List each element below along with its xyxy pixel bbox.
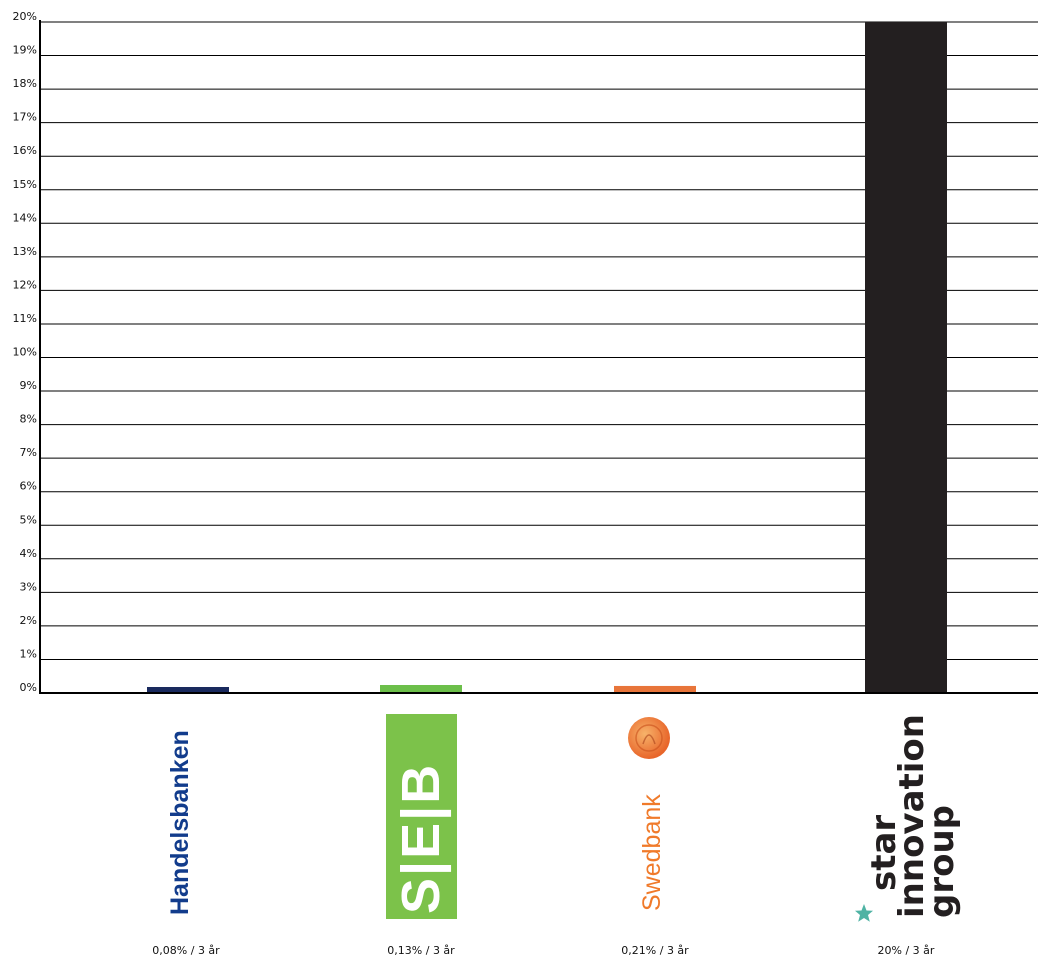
y-tick-label: 2%	[20, 614, 37, 627]
y-tick-label: 18%	[13, 77, 37, 90]
bar-star-innovation-group	[865, 22, 947, 693]
handelsbanken-logo: Handelsbanken	[160, 712, 200, 917]
y-tick-label: 6%	[20, 480, 37, 493]
y-tick-label: 15%	[13, 178, 37, 191]
y-tick-label: 11%	[13, 312, 37, 325]
y-tick-label: 9%	[20, 379, 37, 392]
y-tick-label: 13%	[13, 245, 37, 258]
swedbank-oak-icon	[628, 717, 670, 759]
y-tick-label: 16%	[13, 144, 37, 157]
swedbank-logo-text: Swedbank	[638, 794, 666, 911]
y-tick-label: 4%	[20, 547, 37, 560]
caption-seb: 0,13% / 3 år	[387, 944, 455, 957]
seb-logo-text: S|E|B	[391, 762, 451, 914]
y-axis-ticks: 0% 1% 2% 3% 4% 5% 6% 7% 8% 9% 10% 11% 12% 13% 14% 15% 16…	[13, 10, 37, 694]
caption-swedbank: 0,21% / 3 år	[621, 944, 689, 957]
star-icon	[855, 904, 873, 922]
y-tick-label: 17%	[13, 111, 37, 124]
star-innovation-group-logo: star innovation group	[852, 708, 962, 923]
y-tick-label: 1%	[20, 647, 37, 660]
y-tick-label: 3%	[20, 580, 37, 593]
star-logo-line-3: group	[922, 804, 962, 918]
handelsbanken-logo-text: Handelsbanken	[166, 730, 194, 915]
seb-logo: S|E|B	[386, 714, 457, 919]
caption-handelsbanken: 0,08% / 3 år	[152, 944, 220, 957]
y-tick-label: 5%	[20, 513, 37, 526]
y-tick-label: 10%	[13, 346, 37, 359]
y-tick-label: 19%	[13, 44, 37, 57]
bar-chart: 0% 1% 2% 3% 4% 5% 6% 7% 8% 9% 10% 11% 12% 13% 14% 15% 16…	[13, 10, 1038, 694]
swedbank-logo: Swedbank	[625, 716, 675, 916]
bar-seb	[380, 685, 462, 693]
y-tick-label: 8%	[20, 413, 37, 426]
y-tick-label: 20%	[13, 10, 37, 23]
bars	[147, 22, 947, 693]
y-tick-label: 0%	[20, 681, 37, 694]
y-tick-label: 12%	[13, 278, 37, 291]
y-tick-label: 14%	[13, 211, 37, 224]
caption-star-innovation-group: 20% / 3 år	[877, 944, 935, 957]
bar-handelsbanken	[147, 687, 229, 693]
y-tick-label: 7%	[20, 446, 37, 459]
bar-swedbank	[614, 685, 696, 693]
